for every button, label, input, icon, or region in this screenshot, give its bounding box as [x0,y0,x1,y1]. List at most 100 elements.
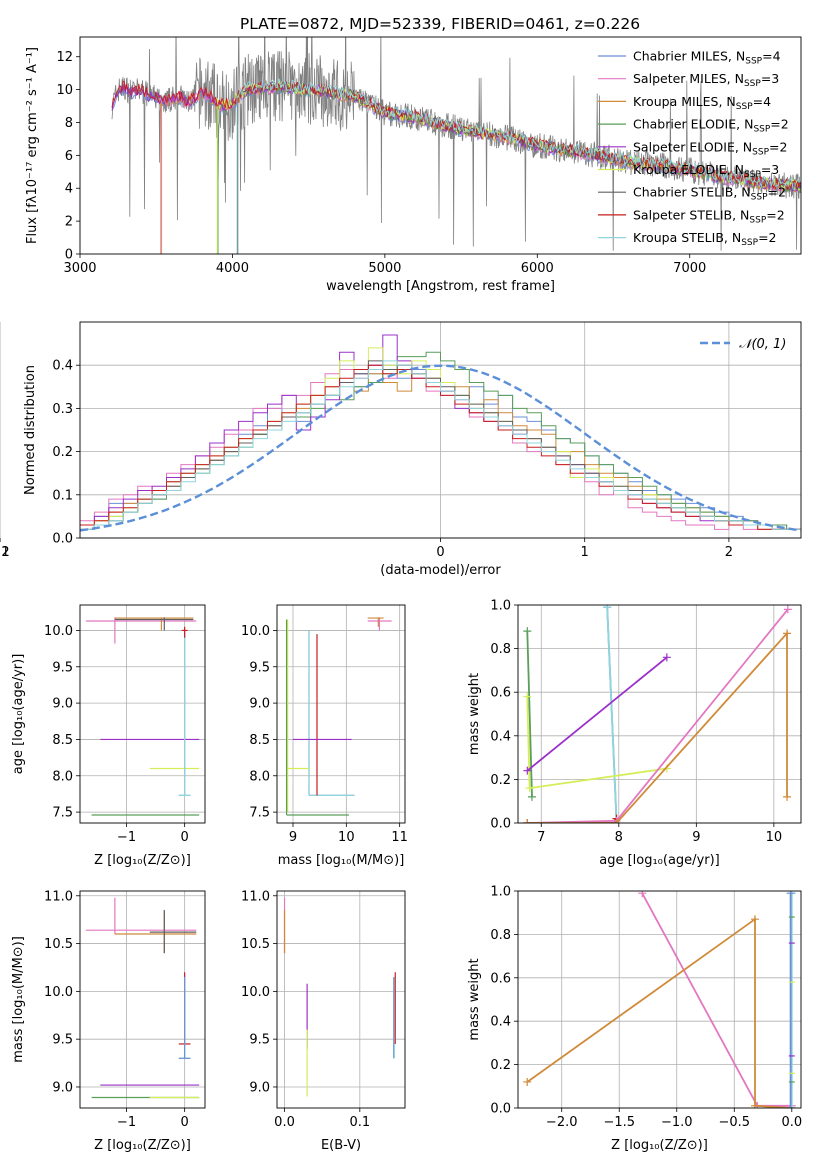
plus-marker [783,629,792,638]
y-tick-label: 9.5 [52,1033,73,1048]
mass-vs-metallicity-panel: −1 0 9.0 9.5 10.0 10.5 11.0 Z [log₁₀(Z/Z⊙)] mass… [11,889,206,1153]
y-tick-label: 2 [65,215,73,230]
x-axis-label: E(B-V) [321,1138,361,1153]
x-tick-label: −2 [0,545,10,560]
axes-frame [79,36,802,255]
plus-marker [523,819,532,823]
x-tick-label: 7 [537,830,545,845]
y-tick-label: 9.5 [249,660,270,675]
y-tick-label: 0.2 [52,445,73,460]
weight-lines [523,605,792,823]
y-tick-label: 0.4 [490,729,511,744]
y-tick-label: 10.0 [241,985,270,1000]
x-tick-label: 0 [436,545,444,560]
y-tick-label: 0.4 [490,1015,511,1030]
y-tick-label: 10 [56,83,73,98]
x-tick-label: 0.0 [781,1115,802,1130]
x-tick-label: 1 [581,545,589,560]
model-spectrum-line [236,77,801,254]
plus-marker [783,792,792,801]
y-tick-label: 0.3 [52,402,73,417]
y-axis-label: mass weight [467,958,482,1040]
legend-label: Salpeter STELIB, NSSP=2 [633,207,785,225]
gaussian-curve [80,364,801,532]
x-tick-label: −2.0 [546,1115,578,1130]
plus-marker [787,1104,796,1108]
legend-label: Kroupa STELIB, NSSP=2 [633,230,777,248]
weight-line [527,608,789,823]
y-tick-label: 9.5 [249,1033,270,1048]
age-vs-metallicity-panel: −1 0 7.5 8.0 8.5 9.0 9.5 10.0 Z [log₁₀(Z/Z⊙)] age… [11,604,206,868]
histogram-step-line [80,360,801,530]
y-tick-label: 10.0 [241,624,270,639]
error-bars [85,617,200,816]
y-tick-label: 7.5 [52,806,73,821]
axes-frame [79,321,802,539]
x-tick-label: 8 [615,830,623,845]
legend-label: 𝒩(0, 1) [739,337,786,352]
y-tick-label: 0.6 [490,971,511,986]
grid [518,604,801,824]
axes-frame [276,890,406,1109]
plus-marker [523,766,532,775]
y-tick-label: 8.5 [52,733,73,748]
x-tick-label: 10 [338,830,355,845]
axes-frame [79,604,206,824]
x-tick-label: 9 [289,830,297,845]
x-tick-label: −1 [117,1115,136,1130]
x-tick-label: 6000 [521,261,554,276]
residual-histogram-panel: −2−1 0 1 2 0.0 0.1 0.2 0.3 0.4 (data-model)/error… [0,321,802,578]
plus-marker [750,1101,759,1108]
y-tick-label: 0.6 [490,686,511,701]
axes-frame [276,604,406,824]
plus-marker [523,627,532,636]
plus-marker [750,915,759,924]
y-tick-label: 0.4 [52,359,73,374]
legend-label: Salpeter ELODIE, NSSP=2 [633,139,787,157]
legend-label: Chabrier ELODIE, NSSP=2 [633,117,789,135]
y-tick-label: 11.0 [44,889,73,904]
y-axis-label: mass [log₁₀(M/M⊙)] [11,936,26,1063]
x-tick-label: 2 [725,545,733,560]
weight-vs-age-panel: 7 8 9 10 0.0 0.2 0.4 0.6 0.8 1.0 age [log₁₀(age/yr… [467,599,802,868]
x-axis-label: mass [log₁₀(M/M⊙)] [278,853,405,868]
y-axis-label: Flux [fλ10⁻¹⁷ erg cm⁻² s⁻¹ A⁻¹] [25,47,40,244]
plus-marker [786,891,795,898]
y-tick-label: 12 [56,50,73,65]
axes-frame [517,604,802,824]
plus-marker [603,605,612,612]
legend-label: Salpeter MILES, NSSP=3 [633,71,779,89]
y-tick-label: 9.0 [249,1080,270,1095]
y-tick-label: 10.5 [44,937,73,952]
plus-marker [525,784,534,793]
plus-marker [638,891,647,898]
weight-line [526,696,668,790]
error-bars [283,897,396,1097]
y-tick-label: 0.0 [490,1102,511,1117]
plus-marker [527,792,536,801]
plus-marker [786,1104,795,1108]
y-tick-label: 1.0 [490,885,511,900]
legend-label: Chabrier STELIB, NSSP=2 [633,185,786,203]
weight-vs-metallicity-panel: −2.0 −1.5 −1.0 −0.5 0.0 0.0 0.2 0.4 0.6 0.8 1.0 Z [… [467,885,802,1154]
x-tick-label: 0.0 [274,1115,295,1130]
x-tick-label: 11 [391,830,408,845]
mass-vs-ebv-panel: 0.0 0.1 9.0 9.5 10.0 10.5 11.0 E(B-V) [241,889,406,1153]
grid [277,605,405,823]
y-tick-label: 0.1 [52,488,73,503]
weight-line [526,631,533,797]
x-axis-label: Z [log₁₀(Z/Z⊙)] [94,853,191,868]
x-tick-label: −1.0 [661,1115,693,1130]
x-tick-label: 9 [692,830,700,845]
spectrum-lines [111,37,801,254]
y-tick-label: 0 [65,248,73,263]
y-tick-label: 7.5 [249,806,270,821]
y-axis-label: Normed distribution [23,365,38,495]
x-axis-label: (data-model)/error [380,563,501,578]
weight-line [526,917,792,1108]
x-tick-label: −0.5 [718,1115,750,1130]
weight-lines [523,891,796,1108]
legend: Chabrier MILES, NSSP=4 Salpeter MILES, NS… [598,49,789,248]
y-tick-label: 0.8 [490,928,511,943]
